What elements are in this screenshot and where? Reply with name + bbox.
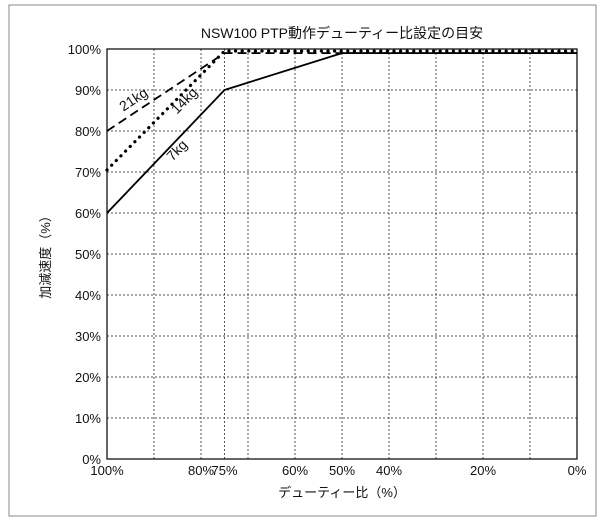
y-tick-label: 0%	[82, 452, 101, 467]
y-tick-label: 50%	[75, 247, 101, 262]
y-tick-label: 100%	[68, 42, 102, 57]
x-axis-ticks: 100% 80%75% 60% 50% 40% 20% 0%	[90, 463, 586, 478]
plot-area-border	[106, 48, 578, 460]
y-tick-label: 30%	[75, 329, 101, 344]
x-tick-label: 50%	[329, 463, 355, 478]
y-tick-label: 40%	[75, 288, 101, 303]
x-tick-label: 75%	[211, 463, 237, 478]
chart-title: NSW100 PTP動作デューティー比設定の目安	[201, 25, 483, 41]
y-tick-label: 90%	[75, 83, 101, 98]
series-line-14kg	[105, 49, 579, 172]
x-tick-label: 20%	[470, 463, 496, 478]
y-axis-ticks: 100% 90% 80% 70% 60% 50% 40% 30% 20% 10% 0%	[68, 42, 102, 467]
x-axis-label: デューティー比（%）	[278, 485, 406, 500]
y-tick-label: 10%	[75, 411, 101, 426]
y-tick-label: 20%	[75, 370, 101, 385]
y-axis-label: 加減速度（%）	[38, 209, 53, 299]
x-tick-label: 60%	[282, 463, 308, 478]
y-tick-label: 80%	[75, 124, 101, 139]
y-tick-label: 60%	[75, 206, 101, 221]
x-tick-label: 100%	[90, 463, 124, 478]
x-tick-label: 0%	[568, 463, 587, 478]
x-tick-label: 80%	[188, 463, 214, 478]
y-tick-label: 70%	[75, 165, 101, 180]
x-tick-label: 40%	[376, 463, 402, 478]
series-line-7kg	[106, 52, 577, 214]
series-group	[105, 49, 579, 214]
